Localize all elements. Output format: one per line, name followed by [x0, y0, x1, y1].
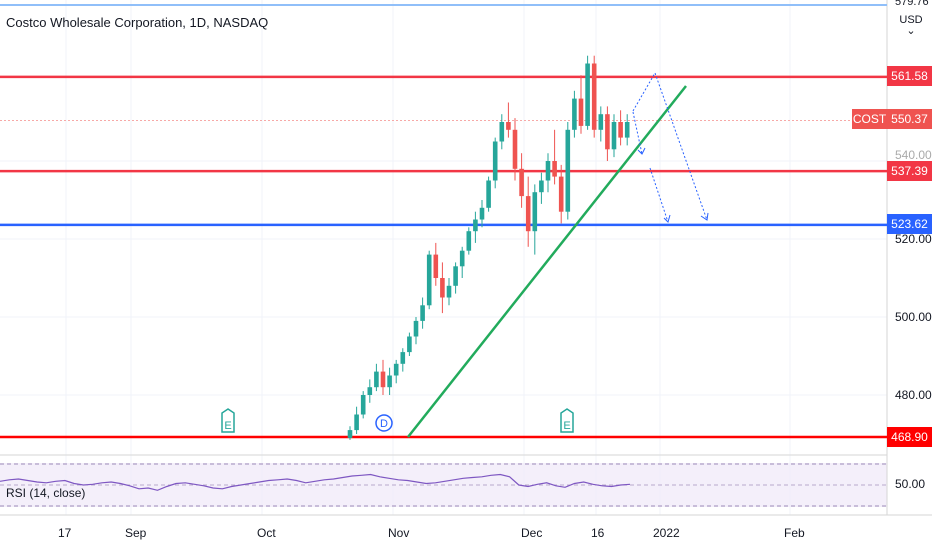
- earnings-icon: [560, 408, 574, 433]
- dividend-label: D: [380, 418, 388, 430]
- currency-label[interactable]: USD ⌄: [899, 14, 923, 37]
- earnings-label: E: [224, 420, 231, 432]
- candle-body: [506, 122, 511, 130]
- arrow-head-icon: [700, 212, 709, 221]
- arrow-head-icon: [637, 147, 646, 155]
- candle-body: [433, 254, 439, 278]
- candle-body: [532, 192, 538, 232]
- candle-body: [585, 63, 590, 126]
- candle-body: [446, 285, 452, 298]
- candle-body: [440, 278, 445, 298]
- earnings-label: E: [563, 420, 570, 432]
- y-tick-540: 540.00: [895, 148, 932, 162]
- candle-body: [512, 129, 518, 169]
- candle-body: [611, 122, 617, 150]
- candle-body: [459, 250, 465, 267]
- candle-body: [591, 63, 597, 130]
- rsi-series: [0, 473, 631, 491]
- price-tag-550[interactable]: 550.37: [887, 109, 932, 129]
- candle-body: [618, 122, 623, 138]
- candle-body: [558, 176, 564, 212]
- symbol-price-tag[interactable]: COST: [852, 109, 887, 129]
- y-tick-480: 480.00: [895, 388, 932, 402]
- candle-body: [624, 122, 630, 138]
- x-tick-feb: Feb: [784, 526, 805, 540]
- rsi-legend[interactable]: RSI (14, close): [6, 486, 86, 500]
- x-tick-17: 17: [58, 526, 72, 540]
- candle-body: [426, 254, 432, 306]
- candle-body: [479, 207, 485, 220]
- candle-body: [499, 122, 505, 142]
- price-tag-468[interactable]: 468.90: [887, 427, 932, 447]
- projection-path-drop: [632, 111, 643, 155]
- candle-body: [539, 180, 544, 193]
- price-tag-561[interactable]: 561.58: [887, 66, 932, 86]
- candle-body: [525, 196, 531, 232]
- earnings-icon: [221, 408, 235, 433]
- candle-body: [380, 371, 386, 388]
- price-tag-537[interactable]: 537.39: [887, 161, 932, 181]
- candle-body: [367, 387, 373, 395]
- top-price-label: 579.76: [895, 0, 929, 8]
- projection-path-upper: [632, 71, 708, 221]
- candle-body: [387, 375, 392, 388]
- candle-body: [572, 98, 577, 130]
- trend-drawings[interactable]: [407, 71, 709, 438]
- candle-body: [578, 98, 584, 126]
- candle-body: [552, 161, 557, 177]
- candle-body: [400, 352, 406, 364]
- x-tick-16: 16: [591, 526, 605, 540]
- candle-body: [473, 219, 478, 232]
- y-tick-520: 520.00: [895, 232, 932, 246]
- candle-body: [565, 129, 571, 212]
- projection-path-lower: [649, 167, 669, 223]
- candle-body: [420, 305, 425, 321]
- x-tick-sep: Sep: [125, 526, 147, 540]
- candle-body: [374, 371, 379, 388]
- x-tick-oct: Oct: [257, 526, 276, 540]
- candle-body: [453, 266, 458, 286]
- y-tick-500: 500.00: [895, 310, 932, 324]
- arrow-head-icon: [663, 214, 671, 223]
- candle-body: [519, 168, 524, 197]
- candle-body: [413, 320, 419, 337]
- trend-line: [407, 85, 687, 438]
- dividend-icon: [375, 414, 393, 432]
- candlestick-series: [347, 55, 630, 440]
- rsi-line: [0, 473, 631, 491]
- candle-body: [492, 141, 498, 181]
- candle-body: [466, 231, 472, 251]
- x-tick-2022: 2022: [653, 526, 680, 540]
- candle-body: [605, 114, 610, 150]
- currency-dropdown-icon: ⌄: [906, 25, 916, 37]
- chart-title: Costco Wholesale Corporation, 1D, NASDAQ: [6, 15, 269, 30]
- price-level-lines[interactable]: [0, 4, 887, 439]
- candle-body: [347, 430, 353, 438]
- candle-body: [354, 414, 359, 431]
- x-tick-nov: Nov: [388, 526, 410, 540]
- price-tag-523[interactable]: 523.62: [887, 214, 932, 234]
- rsi-tick-50: 50.00: [895, 477, 926, 491]
- x-tick-dec: Dec: [521, 526, 543, 540]
- candle-body: [598, 114, 604, 130]
- candle-body: [393, 363, 399, 376]
- candle-body: [486, 180, 491, 208]
- candle-body: [360, 395, 366, 415]
- candle-body: [545, 161, 551, 181]
- candle-body: [407, 336, 412, 353]
